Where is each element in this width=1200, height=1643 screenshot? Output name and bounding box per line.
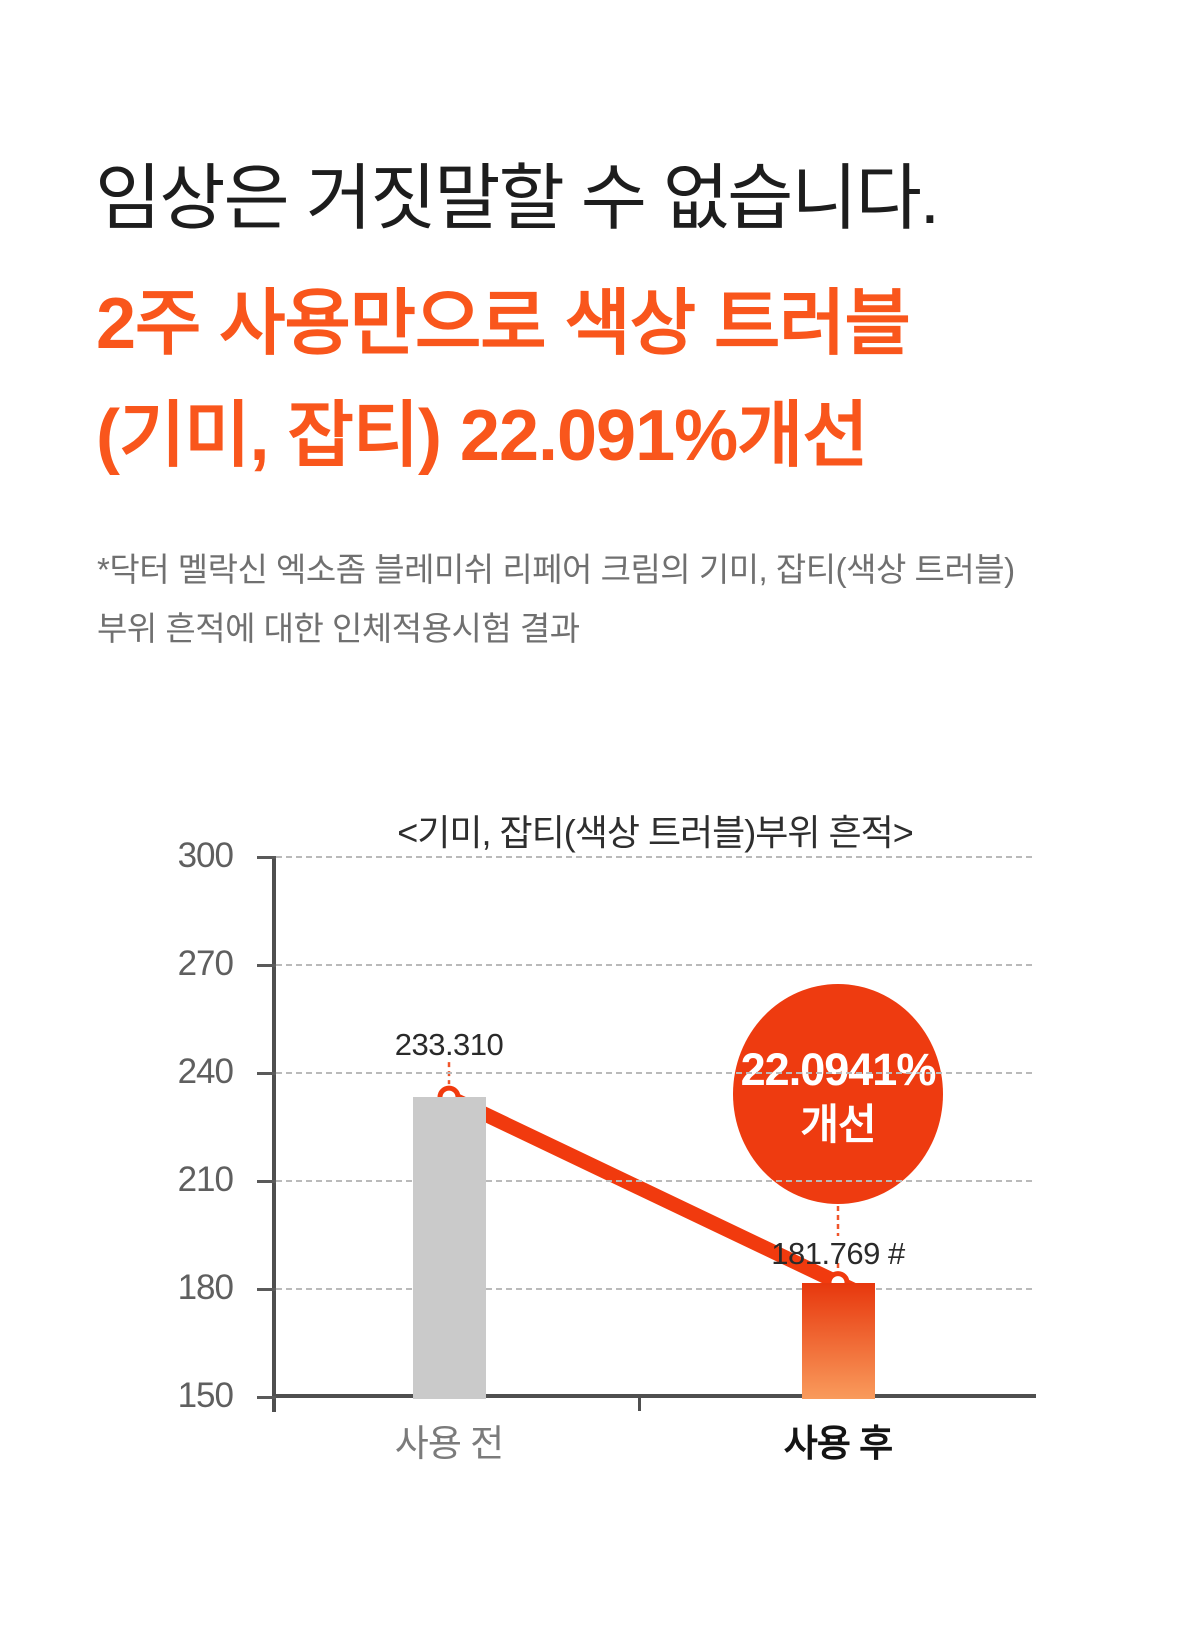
y-tick-label: 270 [177,944,234,983]
y-gridline [276,1288,1036,1290]
disclaimer-line-2: 부위 흔적에 대한 인체적용시험 결과 [97,610,580,647]
y-tick-mark [257,1395,276,1399]
x-axis-line [272,1394,1036,1398]
badge-label: 개선 [800,1101,876,1148]
bar-after [801,1282,875,1399]
value-label-after: 181.769 # [771,1236,905,1271]
improvement-badge: 22.0941% 개선 [733,984,943,1204]
disclaimer-line-1: *닥터 멜락신 엑소좀 블레미쉬 리페어 크림의 기미, 잡티(색상 트러블) [97,551,1015,588]
y-gridline [276,1072,1036,1074]
y-tick-label: 240 [177,1052,234,1091]
disclaimer: *닥터 멜락신 엑소좀 블레미쉬 리페어 크림의 기미, 잡티(색상 트러블) … [97,540,1015,658]
x-axis-mid-tick [638,1398,641,1411]
headline-black: 임상은 거짓말할 수 없습니다. [95,159,940,239]
bar-before [412,1097,486,1399]
value-label-before: 233.310 [394,1027,504,1063]
y-tick-label: 150 [177,1376,234,1415]
y-tick-mark [257,855,276,859]
y-tick-mark [257,1071,276,1075]
y-gridline [276,1180,1036,1182]
chart-title: <기미, 잡티(색상 트러블)부위 흔적> [397,812,914,853]
headline-orange-line2: (기미, 잡티) 22.091%개선 [96,396,869,476]
y-tick-mark [257,1287,276,1291]
y-tick-mark [257,963,276,967]
badge-percent: 22.0941% [740,1044,937,1095]
x-axis-label-after: 사용 후 [783,1423,893,1464]
headline-orange-line1: 2주 사용만으로 색상 트러블 [96,284,911,364]
y-gridline [276,856,1036,858]
y-tick-label: 180 [177,1268,234,1307]
y-gridline [276,964,1036,966]
y-tick-label: 300 [177,836,234,875]
y-axis-line [272,857,276,1412]
y-tick-label: 210 [177,1160,234,1199]
x-axis-label-before: 사용 전 [394,1423,504,1464]
y-tick-mark [257,1179,276,1183]
